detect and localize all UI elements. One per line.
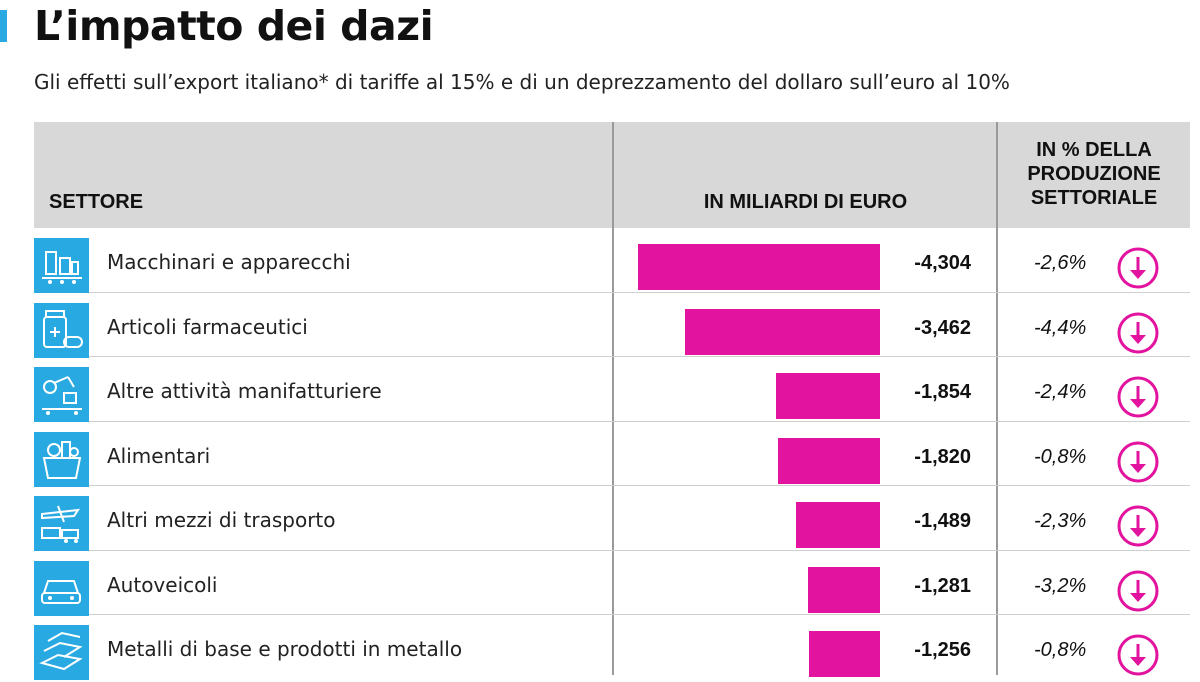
sector-label: Metalli di base e prodotti in metallo <box>107 637 463 661</box>
percent-label: -0,8% <box>1034 445 1087 468</box>
down-arrow-icon <box>1116 311 1160 360</box>
sector-label: Autoveicoli <box>107 572 218 597</box>
percent-label: -0,8% <box>1034 639 1087 661</box>
page-title: L’impatto dei dazi <box>34 2 434 50</box>
value-label: -1,820 <box>914 445 971 468</box>
column-header-settore: SETTORE <box>49 191 144 213</box>
value-label: -1,281 <box>914 574 971 597</box>
metal-bars-icon <box>34 625 89 680</box>
robot-arm-icon <box>34 367 89 422</box>
down-arrow-icon <box>1116 504 1160 553</box>
table-row: Autoveicoli -1,281 -3,2% <box>34 551 1190 616</box>
column-divider <box>996 122 998 675</box>
value-label: -1,854 <box>914 381 971 403</box>
sector-label: Altre attività manifatturiere <box>107 379 382 403</box>
down-arrow-icon <box>1116 375 1160 424</box>
bar <box>809 631 880 677</box>
transport-icon <box>34 496 89 551</box>
down-arrow-icon <box>1116 633 1160 682</box>
percent-label: -2,3% <box>1034 510 1087 532</box>
page-subtitle: Gli effetti sull’export italiano* di tar… <box>34 70 1010 94</box>
percent-label: -4,4% <box>1034 316 1087 339</box>
data-table: SETTORE IN MILIARDI DI EURO IN % DELLA P… <box>34 122 1190 680</box>
sector-label: Articoli farmaceutici <box>107 314 308 339</box>
sector-label: Alimentari <box>107 443 211 468</box>
bar <box>807 566 880 613</box>
table-row: Alimentari -1,820 -0,8% <box>34 422 1190 487</box>
sector-label: Macchinari e apparecchi <box>107 250 351 274</box>
table-row: Metalli di base e prodotti in metallo -1,… <box>34 615 1190 680</box>
column-divider <box>612 122 614 675</box>
factory-machine-icon <box>34 238 89 293</box>
bar <box>638 244 880 290</box>
down-arrow-icon <box>1116 440 1160 489</box>
car-icon <box>34 560 89 616</box>
food-basket-icon <box>34 431 89 487</box>
bar <box>685 308 880 355</box>
sector-label: Altri mezzi di trasporto <box>107 508 336 532</box>
percent-label: -2,4% <box>1034 381 1087 403</box>
value-label: -1,489 <box>914 510 971 532</box>
value-label: -3,462 <box>914 316 971 339</box>
table-row: Macchinari e apparecchi -4,304 -2,6% <box>34 228 1190 293</box>
table-rows: Macchinari e apparecchi -4,304 -2,6% Artico… <box>34 228 1190 680</box>
down-arrow-icon <box>1116 246 1160 295</box>
down-arrow-icon <box>1116 569 1160 618</box>
column-header-miliardi: IN MILIARDI DI EURO <box>703 191 908 213</box>
value-label: -4,304 <box>914 252 971 274</box>
percent-label: -3,2% <box>1034 574 1087 597</box>
column-header-percent: IN % DELLA PRODUZIONE SETTORIALE <box>1027 139 1161 209</box>
bar <box>796 502 880 548</box>
table-row: Articoli farmaceutici -3,462 -4,4% <box>34 293 1190 358</box>
bar <box>777 437 880 484</box>
percent-label: -2,6% <box>1034 252 1087 274</box>
title-accent-bar <box>0 10 7 42</box>
value-label: -1,256 <box>914 639 971 661</box>
table-row: Altre attività manifatturiere -1,854 -2,4% <box>34 357 1190 422</box>
table-row: Altri mezzi di trasporto -1,489 -2,3% <box>34 486 1190 551</box>
bar <box>775 373 880 419</box>
medicine-icon <box>34 302 89 358</box>
